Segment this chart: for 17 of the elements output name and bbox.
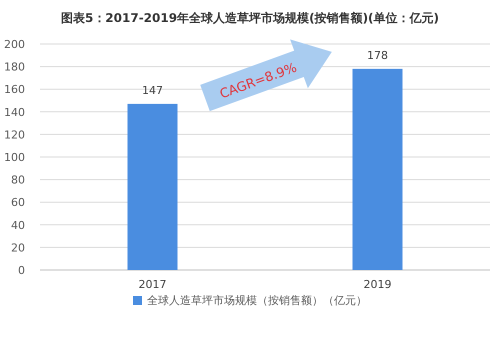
x-tick-label: 2017 <box>138 278 166 291</box>
y-tick-label: 60 <box>11 196 25 210</box>
y-tick-label: 140 <box>4 106 25 119</box>
y-tick-label: 0 <box>18 264 25 277</box>
y-tick-label: 100 <box>4 151 25 164</box>
y-tick-label: 80 <box>11 174 25 187</box>
legend-label: 全球人造草坪市场规模（按销售额）（亿元） <box>147 294 367 307</box>
y-tick-label: 200 <box>4 38 25 51</box>
data-label: 147 <box>142 84 163 97</box>
y-tick-label: 120 <box>4 128 25 142</box>
data-label: 178 <box>367 48 388 62</box>
y-tick-label: 160 <box>4 83 25 96</box>
y-tick-label: 40 <box>11 218 25 232</box>
chart-title: 图表5：2017-2019年全球人造草坪市场规模(按销售额)(单位：亿元) <box>60 11 440 25</box>
y-tick-label: 20 <box>11 241 25 254</box>
y-tick-label: 180 <box>4 60 25 74</box>
x-tick-label: 2019 <box>364 278 392 291</box>
